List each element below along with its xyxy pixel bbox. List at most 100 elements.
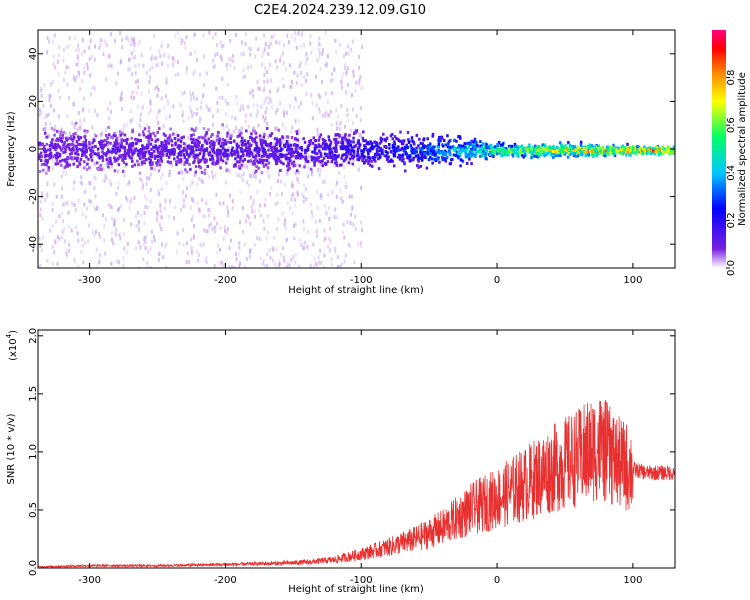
spectrogram-cell xyxy=(320,159,323,163)
spectrogram-speckle xyxy=(91,230,94,235)
spectrogram-speckle xyxy=(60,127,63,132)
spectrogram-speckle xyxy=(51,40,54,45)
spectrogram-cell xyxy=(419,151,422,155)
spectrogram-cell xyxy=(55,159,59,163)
spectrogram-cell xyxy=(261,139,264,143)
spectrogram-speckle xyxy=(344,62,347,67)
spectrogram-cell xyxy=(396,137,400,141)
spectrogram-speckle xyxy=(258,179,261,184)
spectrogram-speckle xyxy=(87,239,90,244)
spectrogram-speckle xyxy=(196,182,199,187)
spectrogram-speckle xyxy=(38,113,41,118)
spectrogram-speckle xyxy=(84,132,87,137)
spectrogram-speckle xyxy=(231,114,234,119)
spectrogram-cell xyxy=(406,156,410,160)
spectrogram-cell xyxy=(410,146,413,150)
spectrogram-speckle xyxy=(258,86,261,91)
spectrogram-speckle xyxy=(77,238,80,243)
spectrogram-speckle xyxy=(130,36,133,41)
spectrogram-speckle xyxy=(302,246,305,251)
spectrogram-cell xyxy=(147,126,151,130)
spectrogram-speckle xyxy=(155,218,158,223)
spectrogram-cell xyxy=(526,149,530,153)
spectrogram-cell xyxy=(428,142,432,146)
spectrogram-cell xyxy=(112,144,115,148)
spectrogram-cell xyxy=(380,140,383,144)
spectrogram-cell xyxy=(38,169,42,173)
spectrogram-cell xyxy=(493,145,497,149)
spectrogram-speckle xyxy=(215,134,218,139)
spectrogram-cell xyxy=(505,153,509,157)
spectrogram-cell xyxy=(199,166,203,170)
spectrogram-cell xyxy=(76,165,79,169)
spectrogram-cell xyxy=(134,137,137,141)
spectrogram-cell xyxy=(523,154,526,158)
spectrogram-speckle xyxy=(266,121,269,126)
spectrogram-speckle xyxy=(43,115,46,120)
spectrogram-speckle xyxy=(264,66,267,71)
spectrogram-speckle xyxy=(42,103,45,108)
spectrogram-cell xyxy=(254,131,258,135)
spectrogram-cell xyxy=(179,144,182,148)
spectrogram-speckle xyxy=(242,178,245,183)
spectrogram-cell xyxy=(72,148,75,152)
spectrogram-speckle xyxy=(253,242,256,247)
spectrogram-speckle xyxy=(240,40,243,45)
spectrogram-cell xyxy=(217,131,220,135)
spectrogram-speckle xyxy=(104,174,107,179)
spectrogram-cell xyxy=(90,158,94,162)
spectrogram-speckle xyxy=(86,66,89,71)
spectrogram-cell xyxy=(211,133,214,137)
spectrogram-cell xyxy=(196,139,200,143)
spectrogram-cell xyxy=(86,129,89,133)
spectrogram-cell xyxy=(313,163,316,167)
spectrogram-speckle xyxy=(148,176,151,181)
spectrogram-speckle xyxy=(216,250,219,255)
spectrogram-speckle xyxy=(113,221,116,226)
spectrogram-cell xyxy=(446,134,449,138)
spectrogram-speckle xyxy=(79,87,82,92)
spectrogram-cell xyxy=(261,158,265,162)
spectrogram-cell xyxy=(215,161,218,165)
spectrogram-cell xyxy=(568,143,572,147)
spectrogram-cell xyxy=(307,148,310,152)
spectrogram-speckle xyxy=(360,185,363,190)
spectrogram-cell xyxy=(401,153,405,157)
spectrogram-cell xyxy=(170,148,173,152)
spectrogram-cell xyxy=(421,144,425,148)
spectrogram-speckle xyxy=(358,78,361,83)
spectrogram-cell xyxy=(645,149,648,153)
spectrogram-speckle xyxy=(153,56,156,61)
spectrogram-cell xyxy=(60,140,64,144)
spectrogram-cell xyxy=(587,144,591,148)
spectrogram-cell xyxy=(602,153,605,157)
spectrogram-cell xyxy=(328,153,331,157)
spectrogram-cell xyxy=(93,152,96,156)
spectrogram-speckle xyxy=(149,101,152,106)
spectrogram-cell xyxy=(540,147,543,151)
spectrogram-speckle xyxy=(300,83,303,88)
spectrogram-speckle xyxy=(163,53,166,58)
spectrogram-cell xyxy=(428,152,432,156)
spectrogram-speckle xyxy=(111,216,114,221)
spectrogram-speckle xyxy=(244,42,247,47)
spectrogram-speckle xyxy=(148,67,151,72)
spectrogram-speckle xyxy=(347,118,350,123)
spectrogram-cell xyxy=(47,165,50,169)
spectrogram-speckle xyxy=(347,82,350,87)
spectrogram-cell xyxy=(412,156,415,160)
spectrogram-cell xyxy=(158,127,161,131)
spectrogram-cell xyxy=(484,156,487,160)
spectrogram-speckle xyxy=(91,54,94,59)
spectrogram-cell xyxy=(358,143,362,147)
spectrogram-cell xyxy=(278,144,282,148)
spectrogram-cell xyxy=(504,146,508,150)
spectrogram-cell xyxy=(292,160,296,164)
spectrogram-speckle xyxy=(121,45,124,50)
spectrogram-speckle xyxy=(99,152,102,157)
spectrogram-cell xyxy=(590,144,594,148)
snr-y-label: SNR (10 * v/v) xyxy=(6,413,17,484)
spectrogram-speckle xyxy=(239,261,242,266)
spectrogram-cell xyxy=(507,153,510,157)
spectrogram-speckle xyxy=(94,162,97,167)
